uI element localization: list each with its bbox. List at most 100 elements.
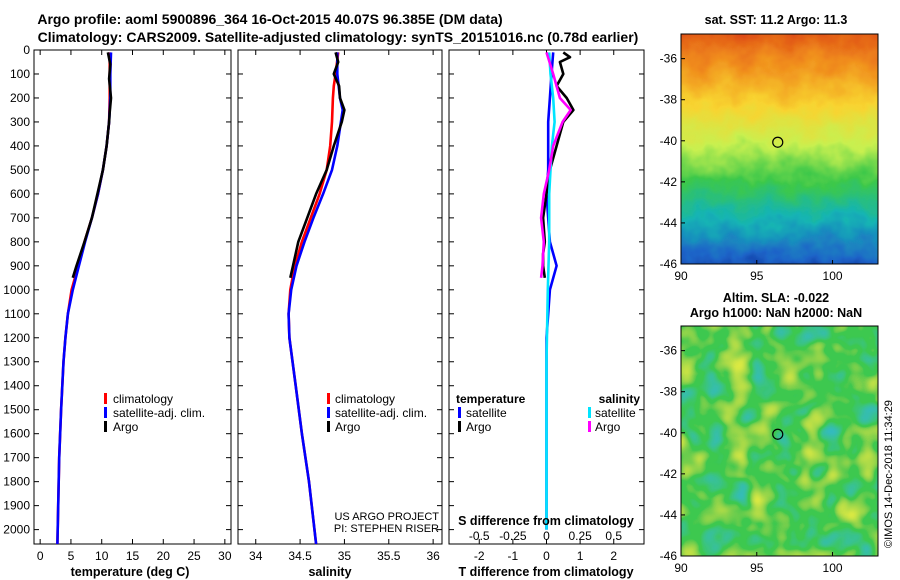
depth-tick-label: 600 [10, 187, 30, 201]
depth-tick-label: 1000 [3, 283, 30, 297]
temperature-frame [33, 49, 232, 545]
legend-label-argo: Argo [335, 420, 361, 434]
sst-map-panel: sat. SST: 11.2 Argo: 11.3 90 95 100 -36 -38 -… [660, 13, 879, 283]
lat-tick-label: -44 [660, 508, 678, 522]
figure-title-line2: Climatology: CARS2009. Satellite-adjuste… [38, 29, 639, 45]
x-tick-label: 0 [543, 549, 550, 563]
s-difference-xlabel: S difference from climatology [458, 514, 634, 528]
legend-swatch-satellite [104, 407, 107, 418]
legend-label-s-argo: Argo [595, 420, 621, 434]
legend-label-satellite: satellite-adj. clim. [335, 406, 427, 420]
s-tick-label: 0 [543, 529, 550, 543]
depth-tick-label: 200 [10, 91, 30, 105]
t-difference-xlabel: T difference from climatology [458, 565, 633, 579]
legend-label-s-satellite: satellite [595, 406, 636, 420]
sla-map-title: Altim. SLA: -0.022 [723, 291, 829, 305]
x-tick-label: 10 [95, 549, 109, 563]
s-tick-label: 0.5 [605, 529, 622, 543]
lon-tick-label: 100 [823, 561, 843, 575]
sla-map-subtitle: Argo h1000: NaN h2000: NaN [690, 306, 862, 320]
lon-tick-label: 95 [750, 561, 764, 575]
x-tick-label: 5 [68, 549, 75, 563]
lat-tick-label: -40 [660, 134, 678, 148]
legend-swatch-climatology [327, 393, 330, 404]
lat-tick-label: -46 [660, 549, 678, 563]
depth-tick-label: 1100 [4, 307, 30, 321]
argo-location-marker [772, 428, 784, 440]
lon-tick-label: 100 [823, 269, 843, 283]
difference-panel: -2 -1 0 1 2 -0.5 -0.25 0 0.25 0.5 T difference fr… [448, 49, 645, 579]
lat-tick-label: -38 [660, 93, 678, 107]
depth-tick-label: 1700 [3, 451, 30, 465]
x-tick-label: 35 [338, 549, 352, 563]
salinity-legend: climatology satellite-adj. clim. Argo [327, 392, 427, 434]
depth-tick-label: 1600 [3, 427, 30, 441]
depth-tick-label: 900 [10, 259, 30, 273]
depth-tick-label: 1800 [3, 475, 30, 489]
lat-tick-label: -40 [660, 426, 678, 440]
legend-swatch-argo [327, 421, 330, 432]
depth-tick-label: 2000 [3, 523, 30, 537]
depth-tick-label: 1900 [3, 499, 30, 513]
legend-swatch-climatology [104, 393, 107, 404]
legend-swatch-argo [104, 421, 107, 432]
depth-tick-label: 700 [10, 211, 30, 225]
depth-tick-label: 1200 [3, 331, 30, 345]
x-tick-label: 34 [249, 549, 263, 563]
lon-tick-label: 90 [674, 561, 688, 575]
lat-tick-label: -36 [660, 344, 678, 358]
depth-tick-label: 1300 [3, 355, 30, 369]
s-tick-label: 0.25 [568, 529, 592, 543]
argo-location-marker [772, 136, 784, 148]
legend-swatch-s-argo [588, 421, 591, 432]
salinity-panel: 34 34.5 35 35.5 36 salinity climatology sate… [237, 49, 443, 579]
legend-title-temperature: temperature [456, 392, 526, 406]
lat-tick-label: -46 [660, 257, 678, 271]
x-tick-label: 0 [37, 549, 44, 563]
legend-swatch-t-satellite [458, 407, 461, 418]
depth-tick-label: 300 [10, 115, 30, 129]
x-tick-label: 35.5 [377, 549, 401, 563]
lat-tick-label: -44 [660, 216, 678, 230]
s-tick-label: -0.25 [499, 529, 527, 543]
x-tick-label: 36 [426, 549, 440, 563]
lat-tick-label: -42 [660, 175, 678, 189]
depth-tick-label: 1500 [3, 403, 30, 417]
series-argo [289, 52, 346, 279]
depth-tick-label: 0 [23, 43, 30, 57]
lat-tick-label: -42 [660, 467, 678, 481]
series-salinity-argo [539, 52, 573, 278]
x-tick-label: 30 [218, 549, 232, 563]
legend-label-t-argo: Argo [466, 420, 492, 434]
legend-swatch-s-satellite [588, 407, 591, 418]
sla-map-panel: Altim. SLA: -0.022 Argo h1000: NaN h2000… [660, 291, 879, 575]
figure-title-line1: Argo profile: aoml 5900896_364 16-Oct-20… [37, 11, 502, 27]
legend-title-salinity: salinity [599, 392, 641, 406]
x-tick-label: 2 [610, 549, 617, 563]
legend-label-climatology: climatology [335, 392, 395, 406]
series-salinity-satellite [545, 52, 556, 530]
legend-label-t-satellite: satellite [466, 406, 507, 420]
legend-label-climatology: climatology [113, 392, 173, 406]
x-tick-label: -2 [474, 549, 485, 563]
x-tick-label: 1 [577, 549, 584, 563]
x-tick-label: 15 [126, 549, 140, 563]
temperature-xlabel: temperature (deg C) [71, 565, 190, 579]
depth-tick-label: 500 [10, 163, 30, 177]
depth-tick-label: 800 [10, 235, 30, 249]
x-tick-label: 25 [187, 549, 201, 563]
depth-tick-label: 1400 [3, 379, 30, 393]
imos-stamp: ©IMOS 14-Dec-2018 11:34:29 [883, 400, 895, 548]
sst-field [681, 34, 878, 264]
lat-tick-label: -38 [660, 385, 678, 399]
x-tick-label: 34.5 [288, 549, 312, 563]
series-argo [71, 52, 113, 279]
sla-field [681, 326, 878, 556]
difference-legend: temperature salinity satellite Argo sate… [456, 392, 640, 434]
lon-tick-label: 90 [674, 269, 688, 283]
pi-credit: PI: STEPHEN RISER [334, 523, 439, 535]
legend-swatch-satellite [327, 407, 330, 418]
s-tick-label: -0.5 [469, 529, 490, 543]
lon-tick-label: 95 [750, 269, 764, 283]
